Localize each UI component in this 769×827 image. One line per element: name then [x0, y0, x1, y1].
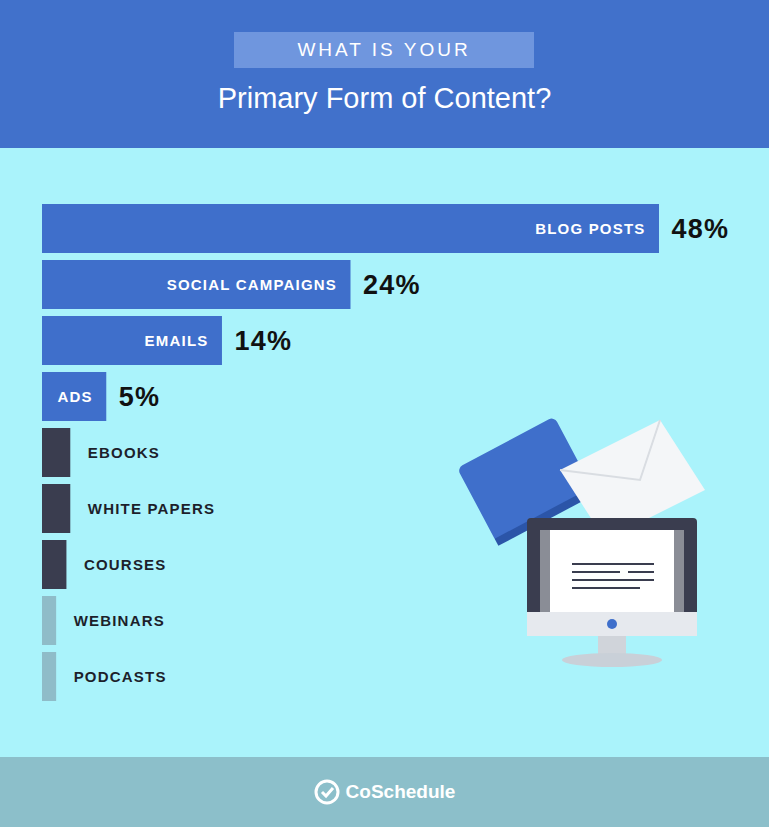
svg-text:24%: 24% [363, 270, 421, 300]
svg-text:ADS: ADS [57, 388, 92, 405]
svg-text:EMAILS: EMAILS [145, 332, 209, 349]
html-text:Primary Form of Content?: Primary Form of Content? [217, 82, 552, 114]
svg-text:PODCASTS: PODCASTS [74, 668, 167, 685]
svg-text:14%: 14% [234, 326, 292, 356]
svg-text:SOCIAL CAMPAIGNS: SOCIAL CAMPAIGNS [167, 276, 337, 293]
svg-text:EBOOKS: EBOOKS [88, 444, 160, 461]
svg-text:BLOG POSTS: BLOG POSTS [535, 220, 645, 237]
html-text:WHAT IS YOUR: WHAT IS YOUR [297, 39, 471, 60]
svg-text:48%: 48% [672, 214, 730, 244]
svg-text:WHITE PAPERS: WHITE PAPERS [88, 500, 215, 517]
svg-text:COURSES: COURSES [84, 556, 167, 573]
svg-text:5%: 5% [119, 382, 160, 412]
svg-text:WEBINARS: WEBINARS [74, 612, 165, 629]
html-text:CoSchedule: CoSchedule [345, 781, 456, 802]
